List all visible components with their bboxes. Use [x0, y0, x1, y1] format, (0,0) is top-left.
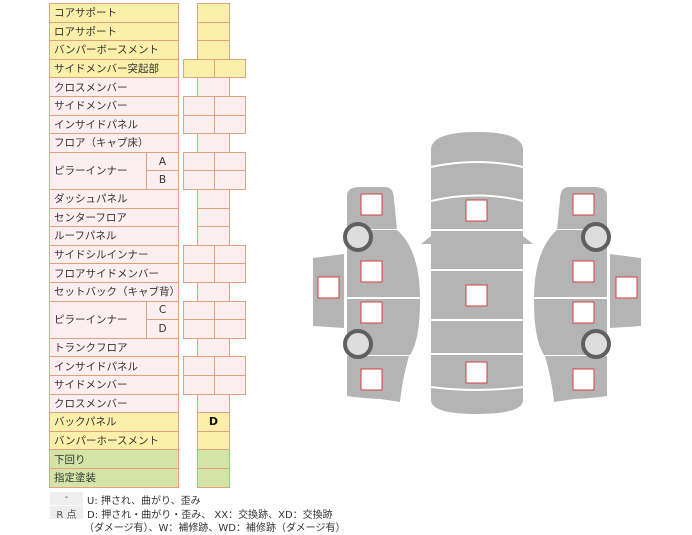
row-label: フロアサイドメンバー	[49, 263, 179, 283]
damage-marker[interactable]	[465, 199, 488, 222]
legend-key-dash: -	[50, 492, 83, 505]
value-cell-right[interactable]	[214, 170, 246, 190]
row-sublabel: A	[146, 151, 179, 172]
center-body	[431, 132, 523, 414]
row-label: クロスメンバー	[49, 393, 179, 414]
value-cell-right[interactable]	[214, 263, 246, 283]
wheel-icon	[581, 329, 611, 359]
legend-key-r: R 点	[50, 506, 83, 521]
wheel-icon	[343, 329, 373, 359]
legend-text-d-cont: （ダメージ有）、W：補修跡、WD：補修跡（ダメージ有）	[84, 523, 346, 534]
wheel-icon	[343, 222, 373, 252]
row-label: 下回り	[49, 449, 179, 469]
row-label: ピラーインナー	[49, 151, 147, 190]
wheel-icon	[581, 222, 611, 252]
damage-marker[interactable]	[572, 301, 595, 324]
damage-marker[interactable]	[572, 260, 595, 283]
damage-marker[interactable]	[360, 260, 383, 283]
damage-marker[interactable]	[360, 368, 383, 391]
row-label: バンパーボースメント	[49, 40, 179, 60]
row-label: センターフロア	[49, 207, 179, 228]
center-arrow-left	[421, 236, 431, 244]
damage-marker[interactable]	[572, 368, 595, 391]
row-sublabel: C	[146, 300, 179, 321]
damage-marker[interactable]	[360, 301, 383, 324]
value-cell-right[interactable]	[214, 375, 246, 395]
row-label: バックパネル	[49, 412, 179, 432]
row-label: インサイドパネル	[49, 114, 179, 135]
wheels	[343, 222, 611, 359]
legend-text-d: D: 押され・曲がり・歪み、 XX：交換跡、XD：交換跡	[87, 510, 333, 521]
row-label: サイドメンバー突起部	[49, 58, 179, 79]
row-label: 指定塗装	[49, 468, 179, 488]
damage-marker[interactable]	[615, 276, 638, 299]
row-label: サイドメンバー	[49, 96, 179, 116]
damage-marker[interactable]	[465, 361, 488, 384]
damage-marker[interactable]	[360, 193, 383, 216]
value-cell[interactable]	[197, 468, 230, 488]
row-label: バンパーホースメント	[49, 430, 179, 451]
row-label: サイドシルインナー	[49, 244, 179, 265]
panel-seams	[347, 161, 607, 391]
center-arrow-right	[523, 236, 533, 244]
value-cell-right[interactable]	[214, 319, 246, 339]
value-cell-right[interactable]	[214, 114, 246, 135]
damage-marker[interactable]	[465, 284, 488, 307]
row-label: フロア（キャブ床）	[49, 133, 179, 153]
row-label: ピラーインナー	[49, 300, 147, 339]
legend-text-u: U: 押され、曲がり、歪み	[87, 496, 201, 507]
damage-marker[interactable]	[317, 276, 340, 299]
value-cell-right[interactable]	[214, 58, 246, 79]
damage-markers	[317, 193, 638, 391]
damage-marker[interactable]	[572, 193, 595, 216]
row-label: クロスメンバー	[49, 77, 179, 97]
